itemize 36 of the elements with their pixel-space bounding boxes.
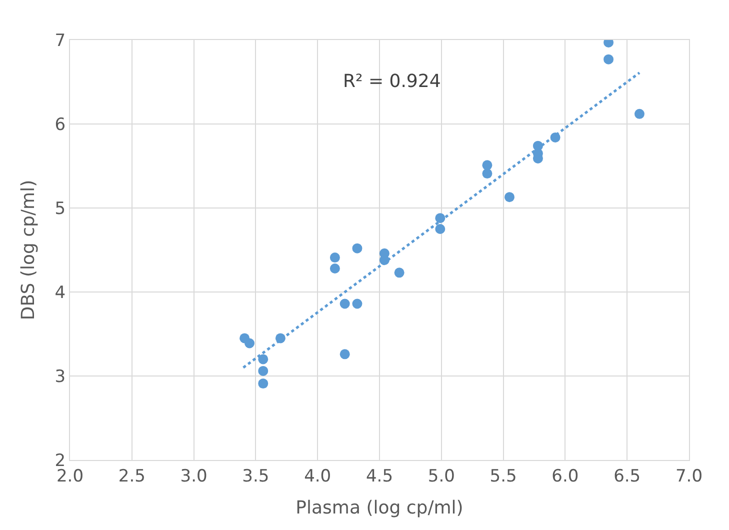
- point: [604, 54, 614, 64]
- point: [504, 192, 514, 202]
- x-tick-label: 5.0: [428, 466, 455, 486]
- point: [634, 108, 644, 119]
- point: [482, 160, 492, 170]
- x-axis-title: Plasma (log cp/ml): [296, 498, 464, 518]
- y-tick-label: 5: [54, 198, 66, 219]
- x-tick-label: 4.0: [304, 466, 332, 486]
- y-tick-label: 3: [54, 366, 66, 387]
- y-tick-label: 4: [54, 282, 66, 303]
- x-tick-label: 2.5: [118, 466, 146, 486]
- point: [435, 224, 446, 234]
- point: [394, 268, 404, 278]
- x-tick-label: 3.0: [180, 466, 208, 486]
- x-tick-label: 4.5: [366, 466, 394, 486]
- point: [352, 243, 362, 254]
- point: [482, 168, 492, 179]
- point: [340, 349, 350, 360]
- x-tick-label: 3.5: [242, 466, 270, 486]
- point: [258, 354, 268, 364]
- y-axis-title: DBS (log cp/ml): [18, 180, 39, 320]
- point: [258, 366, 268, 376]
- point: [258, 378, 268, 389]
- point: [352, 298, 362, 309]
- x-tick-label: 6.5: [614, 466, 641, 486]
- point: [330, 263, 340, 274]
- y-tick-label: 7: [54, 30, 66, 51]
- point: [244, 338, 255, 348]
- x-tick-label: 7.0: [675, 466, 703, 486]
- point: [340, 298, 350, 309]
- point: [330, 252, 340, 263]
- x-tick-label: 5.5: [490, 466, 517, 486]
- x-tick-label: 2.0: [56, 466, 84, 486]
- x-tick-label: 6.0: [552, 466, 579, 486]
- y-tick-label: 6: [54, 114, 66, 135]
- annotation: R² = 0.924: [343, 71, 441, 92]
